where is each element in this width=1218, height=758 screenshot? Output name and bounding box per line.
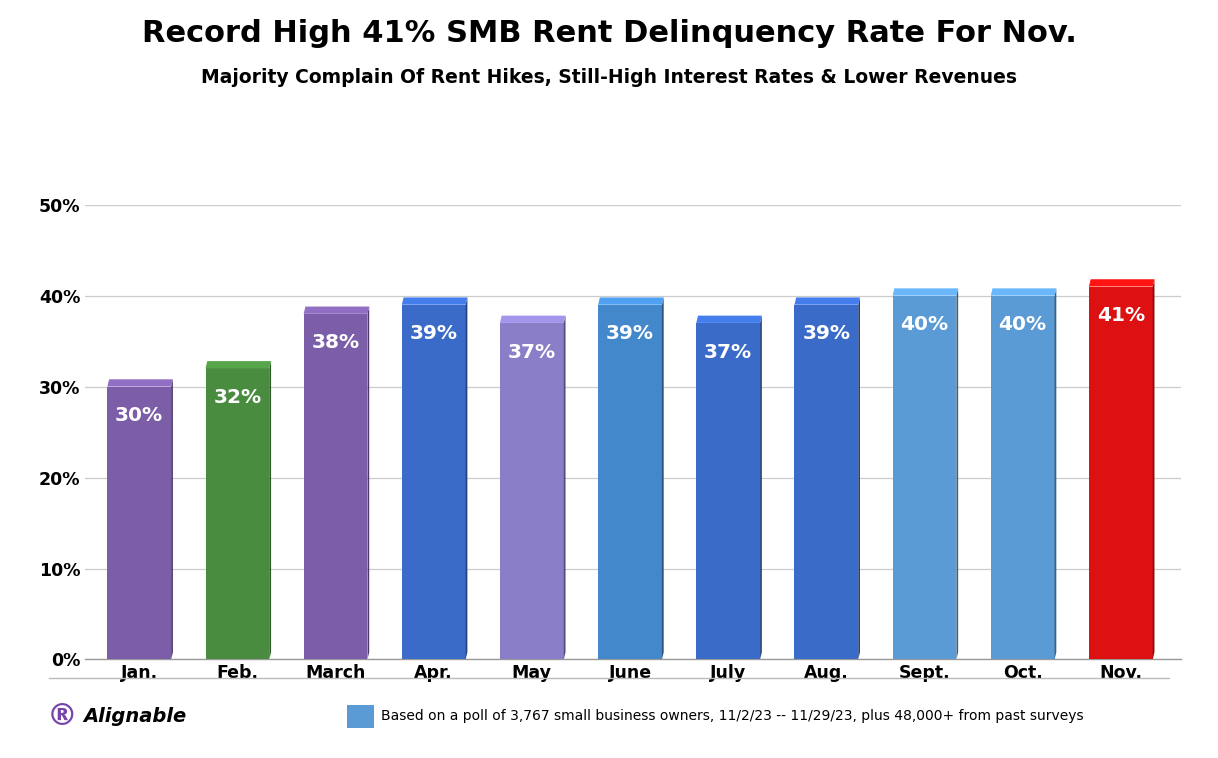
Polygon shape (402, 297, 468, 305)
Text: ®: ® (46, 702, 77, 731)
Polygon shape (206, 361, 272, 368)
Polygon shape (760, 315, 761, 659)
Text: 39%: 39% (409, 324, 458, 343)
Polygon shape (697, 315, 761, 323)
Text: Record High 41% SMB Rent Delinquency Rate For Nov.: Record High 41% SMB Rent Delinquency Rat… (141, 19, 1077, 48)
Polygon shape (1055, 288, 1056, 659)
Polygon shape (1089, 287, 1152, 659)
Polygon shape (402, 305, 465, 659)
Polygon shape (956, 288, 959, 659)
Polygon shape (1152, 279, 1155, 659)
Text: 40%: 40% (999, 315, 1046, 334)
Polygon shape (893, 288, 959, 296)
Text: Based on a poll of 3,767 small business owners, 11/2/23 -- 11/29/23, plus 48,000: Based on a poll of 3,767 small business … (381, 709, 1084, 723)
Polygon shape (206, 368, 269, 659)
Text: 38%: 38% (312, 334, 359, 352)
Text: 30%: 30% (116, 406, 163, 425)
Polygon shape (990, 288, 1056, 296)
Polygon shape (564, 315, 565, 659)
Polygon shape (499, 315, 565, 323)
Polygon shape (598, 305, 661, 659)
Polygon shape (661, 297, 664, 659)
Text: 41%: 41% (1096, 306, 1145, 325)
Polygon shape (697, 323, 760, 659)
Text: 32%: 32% (213, 388, 262, 407)
Polygon shape (794, 297, 860, 305)
Text: 37%: 37% (508, 343, 555, 362)
Polygon shape (172, 379, 173, 659)
Polygon shape (1089, 279, 1155, 287)
Polygon shape (303, 306, 369, 314)
Text: 37%: 37% (704, 343, 753, 362)
Polygon shape (990, 296, 1055, 659)
Polygon shape (107, 379, 173, 387)
Polygon shape (859, 297, 860, 659)
Polygon shape (893, 296, 956, 659)
Polygon shape (499, 323, 564, 659)
Text: Alignable: Alignable (83, 706, 186, 726)
Polygon shape (465, 297, 468, 659)
Polygon shape (269, 361, 272, 659)
Polygon shape (107, 387, 172, 659)
Polygon shape (303, 314, 368, 659)
Text: Majority Complain Of Rent Hikes, Still-High Interest Rates & Lower Revenues: Majority Complain Of Rent Hikes, Still-H… (201, 68, 1017, 87)
Polygon shape (794, 305, 859, 659)
Polygon shape (598, 297, 664, 305)
Text: 39%: 39% (607, 324, 654, 343)
Text: 40%: 40% (900, 315, 949, 334)
Polygon shape (368, 306, 369, 659)
Text: 39%: 39% (803, 324, 850, 343)
